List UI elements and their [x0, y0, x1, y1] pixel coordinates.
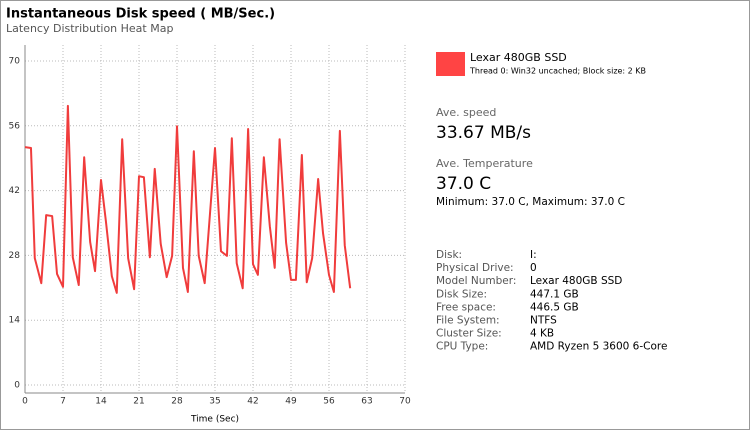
line-series: [24, 104, 352, 294]
y-tick-label: 0: [14, 381, 20, 391]
x-tick-label: 63: [361, 397, 372, 407]
title: Instantaneous Disk speed ( MB/Sec.): [6, 7, 275, 22]
info-value: NTFS: [530, 315, 557, 327]
info-label: CPU Type:: [436, 341, 488, 353]
info-value: I:: [530, 249, 537, 261]
info-value: 4 KB: [530, 328, 554, 340]
info-label: Free space:: [436, 301, 496, 313]
x-tick-label: 14: [95, 397, 107, 407]
x-tick-label: 0: [22, 397, 28, 407]
legend-swatch: [436, 52, 465, 76]
info-value: Lexar 480GB SSD: [530, 275, 622, 287]
info-value: 0: [530, 262, 537, 274]
x-axis-label: Time (Sec): [190, 415, 239, 425]
x-tick-label: 70: [399, 397, 411, 407]
y-tick-label: 42: [9, 186, 20, 196]
info-label: Cluster Size:: [436, 328, 502, 340]
y-tick-label: 56: [9, 121, 21, 131]
legend-detail: Thread 0: Win32 uncached; Block size: 2 …: [469, 67, 646, 76]
x-tick-label: 42: [247, 397, 258, 407]
x-tick-label: 56: [323, 397, 335, 407]
info-value: AMD Ryzen 5 3600 6-Core: [530, 341, 667, 353]
temp-label: Ave. Temperature: [436, 157, 533, 170]
info-value: 447.1 GB: [530, 288, 579, 300]
x-tick-label: 7: [60, 397, 66, 407]
subtitle: Latency Distribution Heat Map: [6, 22, 173, 35]
info-label: Model Number:: [436, 275, 516, 287]
x-tick-label: 28: [171, 397, 183, 407]
info-label: Physical Drive:: [436, 262, 514, 274]
info-label: Disk Size:: [436, 288, 487, 300]
x-tick-label: 49: [285, 397, 297, 407]
legend-name: Lexar 480GB SSD: [470, 51, 567, 64]
y-tick-label: 28: [9, 251, 21, 261]
info-value: 446.5 GB: [530, 301, 579, 313]
y-tick-label: 70: [9, 57, 21, 67]
speed-label: Ave. speed: [436, 106, 496, 119]
x-tick-label: 35: [209, 397, 220, 407]
temp-value: 37.0 C: [436, 174, 491, 194]
speed-value: 33.67 MB/s: [436, 123, 531, 143]
info-label: Disk:: [436, 249, 462, 261]
info-label: File System:: [436, 315, 500, 327]
x-tick-label: 21: [133, 397, 144, 407]
y-tick-label: 14: [9, 316, 21, 326]
temp-range: Minimum: 37.0 C, Maximum: 37.0 C: [436, 196, 625, 208]
